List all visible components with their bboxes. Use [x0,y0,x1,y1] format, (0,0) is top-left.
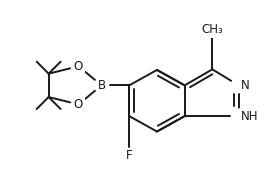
Text: F: F [126,149,133,162]
Text: N: N [241,79,250,92]
Text: O: O [74,98,83,111]
Text: NH: NH [241,110,258,123]
Text: CH₃: CH₃ [201,23,223,36]
Text: B: B [98,79,106,92]
Text: O: O [74,60,83,73]
